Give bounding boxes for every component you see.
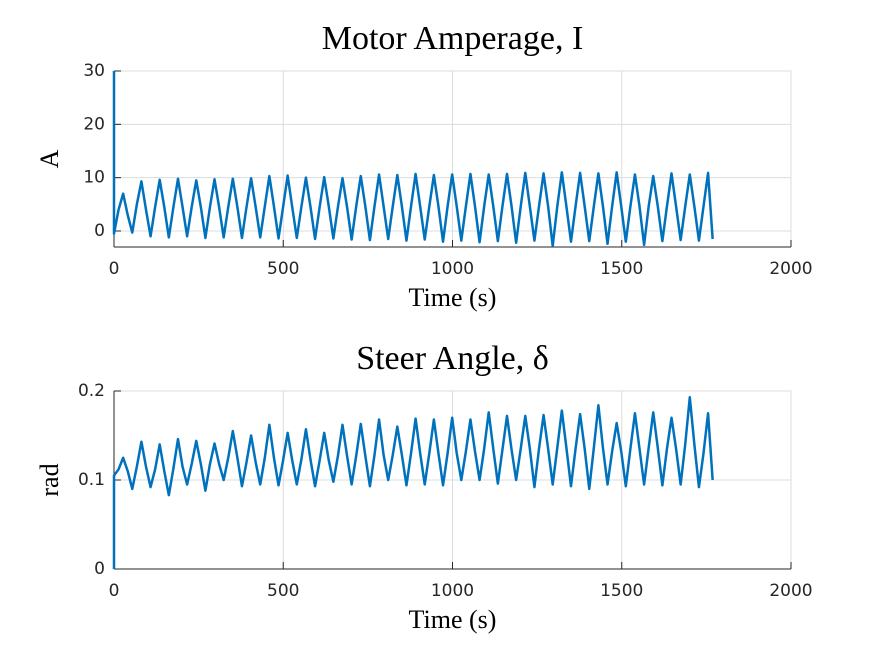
y-axis-label: rad — [35, 463, 64, 496]
y-tick-label: 0 — [94, 559, 105, 579]
x-axis-label: Time (s) — [409, 605, 497, 634]
x-tick-label: 1000 — [431, 581, 474, 601]
y-tick-label: 0.1 — [78, 470, 105, 490]
x-tick-label: 2000 — [769, 259, 812, 279]
y-tick-label: 10 — [83, 168, 105, 188]
y-tick-label: 0.2 — [78, 381, 105, 401]
chart-title: Steer Angle, δ — [356, 340, 549, 377]
x-tick-label: 0 — [109, 581, 120, 601]
x-tick-label: 1000 — [431, 259, 474, 279]
x-tick-label: 500 — [267, 259, 299, 279]
x-tick-label: 500 — [267, 581, 299, 601]
x-tick-label: 1500 — [600, 259, 643, 279]
chart-title: Motor Amperage, I — [322, 20, 584, 57]
data-line — [112, 395, 714, 569]
x-tick-label: 1500 — [600, 581, 643, 601]
y-tick-label: 20 — [83, 114, 105, 134]
x-tick-label: 2000 — [769, 581, 812, 601]
x-tick-label: 0 — [109, 259, 120, 279]
y-tick-label: 30 — [83, 61, 105, 81]
y-axis-label: A — [35, 149, 64, 168]
y-tick-label: 0 — [94, 221, 105, 241]
x-axis-label: Time (s) — [409, 283, 497, 312]
data-line — [112, 71, 714, 248]
